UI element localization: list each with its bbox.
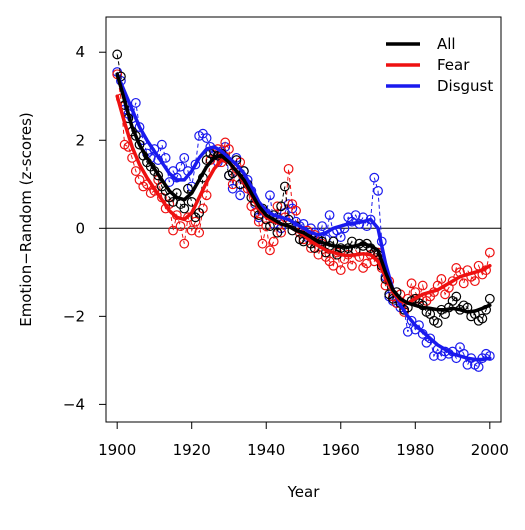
x-tick-label: 1940 xyxy=(247,441,285,459)
y-tick-label: −2 xyxy=(63,307,85,325)
y-tick-label: 0 xyxy=(75,219,85,237)
disgust-data-point xyxy=(402,326,413,337)
disgust-data-point xyxy=(201,133,212,143)
fear-data-point xyxy=(458,278,469,289)
axes-layer: 1900 1920 1940 1960 1980 2000 −4 −2 0 2 4 xyxy=(63,43,509,459)
x-tick-label: 1920 xyxy=(173,441,211,459)
disgust-data-point xyxy=(317,221,328,232)
all-data-point xyxy=(477,313,488,324)
fear-data-point xyxy=(436,274,447,284)
disgust-data-point xyxy=(324,210,335,220)
disgust-data-point xyxy=(227,183,238,194)
fear-data-point xyxy=(283,163,294,174)
disgust-data-point xyxy=(160,152,171,163)
fear-data-point xyxy=(224,144,234,154)
disgust-trend-line xyxy=(115,72,492,362)
fear-data-point xyxy=(447,276,458,287)
disgust-data-point xyxy=(369,172,380,183)
x-tick-label: 1980 xyxy=(396,441,434,459)
disgust-data-point xyxy=(335,232,346,243)
all-data-point xyxy=(279,181,290,192)
legend: All Fear Disgust xyxy=(386,35,493,95)
fear-data-point xyxy=(168,225,178,236)
smooth-lines-layer xyxy=(115,72,492,362)
all-data-point xyxy=(179,203,190,214)
all-trend-line xyxy=(115,72,492,314)
fear-data-point xyxy=(183,212,193,223)
all-data-point xyxy=(432,318,443,328)
fear-data-point xyxy=(186,225,197,236)
disgust-data-point xyxy=(373,185,383,196)
all-data-point xyxy=(276,201,287,212)
disgust-data-point xyxy=(156,139,167,150)
legend-label-fear: Fear xyxy=(437,56,470,74)
legend-label-all: All xyxy=(437,35,456,53)
disgust-data-point xyxy=(406,315,417,326)
y-tick-label: 2 xyxy=(75,131,85,149)
fear-data-point xyxy=(201,190,212,201)
fear-data-point xyxy=(175,221,186,232)
fear-data-point xyxy=(291,205,301,216)
fear-data-point xyxy=(335,265,346,276)
disgust-data-point xyxy=(130,97,141,108)
x-axis-title: Year xyxy=(287,483,321,501)
disgust-data-point xyxy=(190,159,201,170)
all-data-point xyxy=(194,207,205,218)
fear-data-point xyxy=(257,238,268,249)
fear-data-point xyxy=(268,236,279,247)
x-tick-label: 1960 xyxy=(322,441,360,459)
fear-data-point xyxy=(417,280,428,291)
all-data-point xyxy=(168,196,178,207)
fear-data-point xyxy=(328,260,339,271)
all-data-point xyxy=(272,227,283,238)
y-tick-label: 4 xyxy=(75,43,85,61)
disgust-data-point xyxy=(484,351,495,361)
fear-data-point xyxy=(484,247,495,258)
fear-data-point xyxy=(227,179,238,190)
fear-data-point xyxy=(265,245,275,256)
fear-data-point xyxy=(194,227,205,238)
disgust-data-point xyxy=(350,210,361,220)
fear-data-point xyxy=(261,221,272,232)
x-tick-label: 1900 xyxy=(98,441,136,459)
x-tick-label: 2000 xyxy=(471,441,509,459)
y-tick-label: −4 xyxy=(63,395,85,413)
all-data-point xyxy=(153,170,164,181)
disgust-data-point xyxy=(179,152,190,163)
fear-data-point xyxy=(179,238,190,249)
fear-data-point xyxy=(190,216,201,227)
fear-data-point xyxy=(406,278,417,289)
legend-label-disgust: Disgust xyxy=(437,77,493,95)
all-data-point xyxy=(112,49,123,60)
all-data-point xyxy=(484,293,495,304)
disgust-data-point xyxy=(265,190,275,201)
disgust-data-point xyxy=(425,333,436,344)
fear-data-point xyxy=(361,258,372,269)
fear-data-point xyxy=(130,166,141,176)
disgust-data-point xyxy=(175,161,186,172)
fear-data-point xyxy=(470,276,480,287)
plot-frame xyxy=(105,16,502,423)
all-data-point xyxy=(265,221,275,232)
fear-trend-line xyxy=(115,94,492,305)
disgust-data-point xyxy=(473,362,484,372)
fear-data-point xyxy=(347,260,357,271)
fear-data-point xyxy=(272,201,283,212)
fear-data-point xyxy=(253,216,264,227)
y-axis-title: Emotion−Random (z-scores) xyxy=(17,112,35,327)
disgust-data-point xyxy=(235,190,246,201)
fear-data-point xyxy=(306,243,316,254)
all-data-point xyxy=(451,291,462,302)
fear-data-point xyxy=(276,227,287,238)
